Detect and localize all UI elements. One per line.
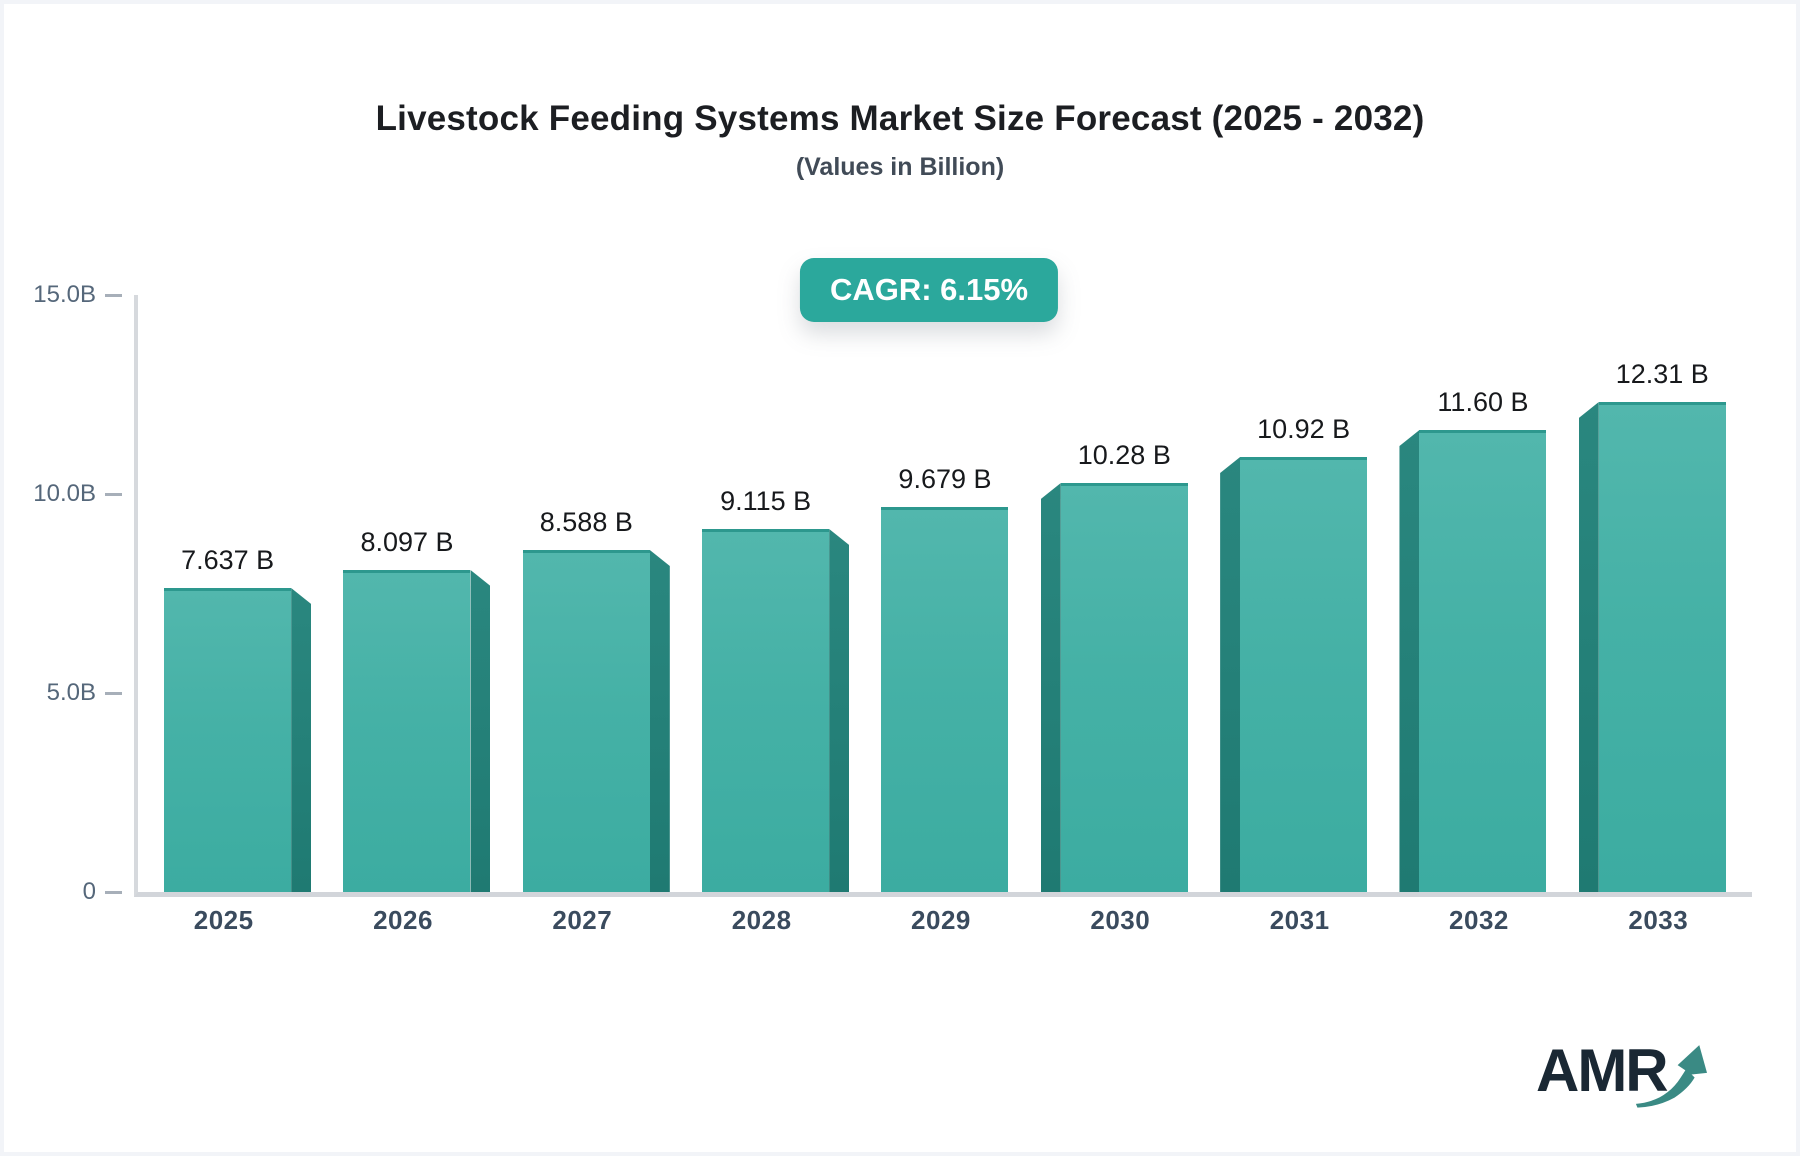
y-tick-label-0: 0 [82, 878, 96, 905]
plot-area: 7.637 B 8.097 B 8.588 B 9.115 B 9.679 B 10.28… [134, 295, 1752, 897]
x-axis-label-2025: 2025 [193, 905, 254, 935]
bar-2033 [1598, 402, 1726, 892]
bar-value-label-2033: 12.31 B [1615, 359, 1709, 389]
bar-value-label-2031: 10.92 B [1257, 414, 1351, 444]
bar-value-label-2026: 8.097 B [360, 527, 454, 557]
chart-title: Livestock Feeding Systems Market Size Fo… [375, 99, 1425, 138]
bar-side-face [1399, 430, 1420, 892]
bar-side-face [649, 550, 670, 892]
chart-subtitle: (Values in Billion) [795, 153, 1005, 181]
amr-logo: AMR [1536, 1040, 1726, 1130]
bar-column-2029: 9.679 B [855, 295, 1034, 892]
x-axis-label-2027: 2027 [552, 905, 613, 935]
bar-column-2030: 10.28 B [1035, 295, 1214, 892]
bar-2032 [1419, 430, 1547, 892]
cagr-badge: CAGR: 6.15% [799, 258, 1059, 322]
bar-column-2031: 10.92 B [1214, 295, 1393, 892]
y-tick-dash [105, 293, 122, 297]
y-tick-label-5.0B: 5.0B [46, 679, 96, 706]
bar-2028 [702, 529, 830, 892]
y-tick-dash [105, 492, 122, 496]
bar-side-face [1040, 483, 1061, 892]
bar-value-label-2027: 8.588 B [539, 507, 633, 537]
bar-2031 [1240, 457, 1368, 892]
bar-side-face [291, 588, 312, 892]
bar-2027 [522, 550, 650, 892]
bar-2025 [164, 588, 292, 892]
amr-logo-text: AMR [1536, 1037, 1669, 1104]
bar-column-2026: 8.097 B [317, 295, 496, 892]
bar-column-2032: 11.60 B [1393, 295, 1572, 892]
bar-column-2033: 12.31 B [1573, 295, 1752, 892]
bar-2029 [881, 507, 1009, 892]
bar-side-face [1578, 402, 1599, 892]
x-axis-label-2033: 2033 [1628, 905, 1689, 935]
y-tick-label-10.0B: 10.0B [33, 480, 96, 507]
bar-side-face [470, 570, 491, 892]
x-axis-label-2029: 2029 [911, 905, 971, 935]
bar-2026 [343, 570, 471, 892]
bar-side-face [829, 529, 850, 892]
x-axis-label-2031: 2031 [1269, 905, 1330, 935]
bar-2030 [1060, 483, 1188, 892]
y-tick-label-15.0B: 15.0B [33, 281, 96, 308]
x-axis-label-2030: 2030 [1090, 905, 1151, 935]
bars: 7.637 B 8.097 B 8.588 B 9.115 B 9.679 B 10.28… [138, 295, 1752, 892]
bar-value-label-2029: 9.679 B [898, 464, 992, 494]
bar-column-2027: 8.588 B [497, 295, 676, 892]
x-axis-label-2032: 2032 [1449, 905, 1509, 935]
y-tick-dash [105, 890, 122, 894]
bar-value-label-2028: 9.115 B [720, 486, 812, 516]
x-axis-label-2028: 2028 [731, 905, 792, 935]
bar-side-face [1220, 457, 1241, 892]
x-axis-labels: 2025 2026 2027 2028 2029 2030 2031 2032 2033 [134, 903, 1748, 937]
bar-value-label-2030: 10.28 B [1077, 440, 1171, 470]
x-axis-label-2026: 2026 [373, 905, 433, 935]
bar-value-label-2025: 7.637 B [181, 545, 275, 575]
bar-column-2028: 9.115 B [676, 295, 855, 892]
bar-column-2025: 7.637 B [138, 295, 317, 892]
y-tick-dash [105, 691, 122, 695]
bar-value-label-2032: 11.60 B [1437, 387, 1529, 417]
growth-arrow-icon [1635, 1045, 1707, 1108]
